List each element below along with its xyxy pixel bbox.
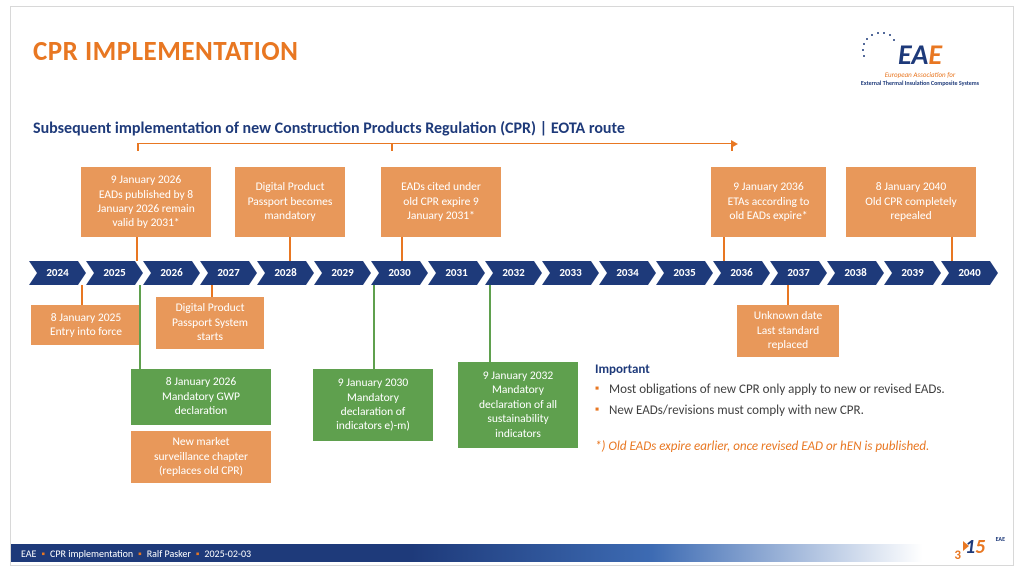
year-chevron: 2037 bbox=[770, 261, 827, 285]
year-chevron: 2033 bbox=[542, 261, 599, 285]
connector bbox=[951, 237, 953, 261]
slide: CPR IMPLEMENTATION EAE European Associat… bbox=[10, 6, 1014, 566]
important-footnote: *) Old EADs expire earlier, once revised… bbox=[595, 439, 975, 456]
timeline: 2024202520262027202820292030203120322033… bbox=[29, 261, 998, 285]
year-chevron: 2038 bbox=[827, 261, 884, 285]
footer-gradient bbox=[411, 544, 1013, 562]
connector bbox=[139, 285, 141, 369]
logo-sub1: European Association for bbox=[845, 70, 995, 79]
connector bbox=[211, 285, 213, 297]
logo-dots bbox=[861, 31, 897, 67]
footer-part: 2025-02-03 bbox=[204, 547, 251, 560]
anniversary-logo: 15 EAE bbox=[965, 535, 1005, 565]
logo: EAE European Association for External Th… bbox=[845, 31, 995, 87]
year-chevron: 2030 bbox=[371, 261, 428, 285]
event-box: EADs cited underold CPR expire 9January … bbox=[381, 167, 501, 237]
footer-part: CPR implementation bbox=[50, 547, 133, 560]
event-box: New marketsurveillance chapter(replaces … bbox=[131, 431, 271, 483]
event-box: 8 January 2040Old CPR completelyrepealed bbox=[846, 167, 976, 237]
event-box: 9 January 2030Mandatorydeclaration ofind… bbox=[313, 369, 433, 441]
event-box: Digital ProductPassport becomesmandatory bbox=[235, 167, 345, 237]
year-chevron: 2028 bbox=[257, 261, 314, 285]
page-number: 3 bbox=[954, 548, 961, 563]
connector bbox=[489, 285, 491, 362]
logo-sub2: External Thermal Insulation Composite Sy… bbox=[845, 79, 995, 87]
footer-sep: ▪ bbox=[138, 547, 142, 560]
year-chevron: 2036 bbox=[713, 261, 770, 285]
year-chevron: 2024 bbox=[29, 261, 86, 285]
event-box: 8 January 2025Entry into force bbox=[31, 305, 141, 345]
event-box: Unknown dateLast standardreplaced bbox=[737, 305, 839, 357]
event-box: 9 January 2026EADs published by 8January… bbox=[81, 167, 211, 237]
footer: EAE ▪ CPR implementation ▪ Ralf Pasker ▪ 2025-… bbox=[11, 541, 1013, 565]
important-list: Most obligations of new CPR only apply t… bbox=[595, 382, 975, 424]
event-box: 9 January 2032Mandatorydeclaration of al… bbox=[458, 362, 578, 448]
connector bbox=[787, 285, 789, 305]
connector bbox=[723, 237, 725, 261]
span-arrow bbox=[137, 143, 732, 144]
connector bbox=[401, 237, 403, 261]
footer-text: EAE ▪ CPR implementation ▪ Ralf Pasker ▪ 2025-… bbox=[11, 544, 411, 562]
important-item: New EADs/revisions must comply with new … bbox=[595, 403, 975, 420]
connector bbox=[373, 285, 375, 369]
year-chevron: 2026 bbox=[143, 261, 200, 285]
year-chevron: 2029 bbox=[314, 261, 371, 285]
event-box: 9 January 2036ETAs according toold EADs … bbox=[711, 167, 826, 237]
year-chevron: 2040 bbox=[941, 261, 998, 285]
footer-sep: ▪ bbox=[41, 547, 45, 560]
important-item: Most obligations of new CPR only apply t… bbox=[595, 382, 975, 399]
year-chevron: 2035 bbox=[656, 261, 713, 285]
year-chevron: 2039 bbox=[884, 261, 941, 285]
year-chevron: 2034 bbox=[599, 261, 656, 285]
connector bbox=[81, 285, 83, 305]
subtitle: Subsequent implementation of new Constru… bbox=[33, 119, 625, 138]
connector bbox=[289, 237, 291, 261]
footer-part: EAE bbox=[21, 547, 36, 560]
year-chevron: 2031 bbox=[428, 261, 485, 285]
event-box: Digital ProductPassport Systemstarts bbox=[156, 297, 264, 349]
logo-text-1: EA bbox=[898, 37, 928, 72]
important-title: Important bbox=[595, 362, 650, 377]
page-title: CPR IMPLEMENTATION bbox=[33, 35, 298, 68]
year-chevron: 2032 bbox=[485, 261, 542, 285]
year-chevron: 2025 bbox=[86, 261, 143, 285]
connector bbox=[136, 237, 138, 261]
event-box: 8 January 2026Mandatory GWPdeclaration bbox=[131, 369, 271, 425]
year-chevron: 2027 bbox=[200, 261, 257, 285]
footer-sep: ▪ bbox=[196, 547, 200, 560]
footer-part: Ralf Pasker bbox=[147, 547, 191, 560]
logo-text-2: E bbox=[928, 37, 942, 72]
